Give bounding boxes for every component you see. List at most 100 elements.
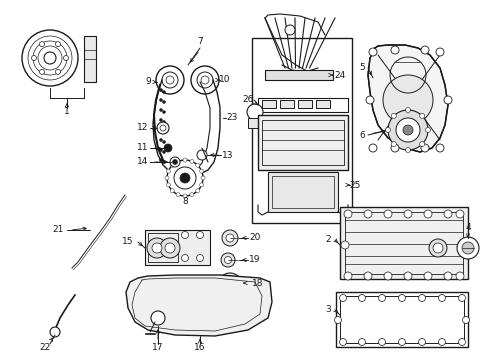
Circle shape	[438, 338, 445, 346]
Circle shape	[343, 210, 351, 218]
Bar	[84, 36, 96, 82]
Circle shape	[365, 96, 373, 104]
Bar	[218, 278, 242, 292]
Bar	[335, 292, 467, 347]
Circle shape	[383, 272, 391, 280]
Circle shape	[176, 159, 180, 163]
Circle shape	[218, 273, 242, 297]
Circle shape	[199, 183, 203, 187]
Circle shape	[455, 272, 463, 280]
Circle shape	[395, 118, 419, 142]
Circle shape	[196, 255, 203, 261]
Circle shape	[383, 210, 391, 218]
Circle shape	[197, 150, 206, 160]
Circle shape	[378, 338, 385, 346]
Circle shape	[420, 144, 428, 152]
Bar	[339, 296, 463, 343]
Text: 21: 21	[52, 225, 63, 234]
Circle shape	[156, 66, 183, 94]
Circle shape	[222, 230, 238, 246]
Circle shape	[162, 140, 165, 144]
Circle shape	[419, 141, 424, 147]
Circle shape	[189, 193, 193, 197]
Text: 13: 13	[222, 150, 233, 159]
Text: 24: 24	[334, 71, 345, 80]
Circle shape	[224, 256, 231, 264]
Circle shape	[162, 111, 165, 113]
Text: 17: 17	[152, 343, 163, 352]
Text: 5: 5	[358, 63, 364, 72]
Circle shape	[40, 42, 44, 47]
Circle shape	[420, 46, 428, 54]
Circle shape	[167, 160, 203, 196]
Text: 2: 2	[325, 235, 330, 244]
Text: 9: 9	[145, 77, 151, 86]
Circle shape	[423, 272, 431, 280]
Circle shape	[390, 113, 396, 118]
Circle shape	[31, 55, 37, 60]
Circle shape	[196, 231, 203, 238]
Circle shape	[339, 338, 346, 346]
Circle shape	[40, 69, 44, 75]
Bar	[280, 100, 293, 108]
Circle shape	[461, 242, 473, 254]
Circle shape	[162, 161, 165, 163]
Text: 20: 20	[249, 234, 260, 243]
Text: 15: 15	[122, 238, 134, 247]
Circle shape	[443, 272, 451, 280]
Circle shape	[55, 42, 61, 47]
Circle shape	[195, 163, 199, 167]
Circle shape	[63, 55, 68, 60]
Circle shape	[223, 278, 237, 292]
Circle shape	[334, 316, 341, 324]
Bar	[267, 172, 337, 212]
Bar	[145, 230, 209, 265]
Circle shape	[339, 294, 346, 302]
Text: 22: 22	[40, 343, 51, 352]
Circle shape	[189, 159, 193, 163]
Text: 3: 3	[325, 306, 330, 315]
Circle shape	[183, 158, 186, 162]
Circle shape	[403, 210, 411, 218]
Text: 10: 10	[219, 76, 230, 85]
Circle shape	[162, 121, 165, 123]
Circle shape	[390, 46, 398, 54]
Circle shape	[172, 159, 177, 165]
Text: 16: 16	[194, 343, 205, 352]
Bar	[345, 212, 462, 274]
Circle shape	[438, 294, 445, 302]
Circle shape	[419, 113, 424, 118]
Bar	[264, 70, 332, 80]
Circle shape	[425, 127, 429, 132]
Bar	[315, 100, 329, 108]
Circle shape	[183, 194, 186, 198]
Circle shape	[428, 239, 446, 257]
Text: 6: 6	[358, 130, 364, 139]
Bar	[251, 38, 351, 223]
Circle shape	[456, 237, 478, 259]
Circle shape	[170, 157, 180, 167]
Circle shape	[170, 189, 174, 193]
Circle shape	[405, 108, 409, 112]
Circle shape	[455, 210, 463, 218]
Text: 8: 8	[182, 198, 187, 207]
Circle shape	[225, 234, 234, 242]
Circle shape	[398, 294, 405, 302]
Text: 7: 7	[197, 37, 203, 46]
Circle shape	[423, 210, 431, 218]
Circle shape	[44, 52, 56, 64]
Circle shape	[443, 96, 451, 104]
Text: 26: 26	[242, 95, 253, 104]
Circle shape	[443, 210, 451, 218]
Circle shape	[165, 76, 174, 84]
Circle shape	[343, 272, 351, 280]
Bar	[258, 98, 347, 112]
Circle shape	[162, 90, 165, 94]
Circle shape	[159, 129, 162, 131]
Circle shape	[166, 183, 170, 187]
Circle shape	[382, 75, 432, 125]
Circle shape	[246, 104, 263, 120]
Circle shape	[159, 139, 162, 141]
Circle shape	[458, 241, 466, 249]
Circle shape	[221, 253, 235, 267]
